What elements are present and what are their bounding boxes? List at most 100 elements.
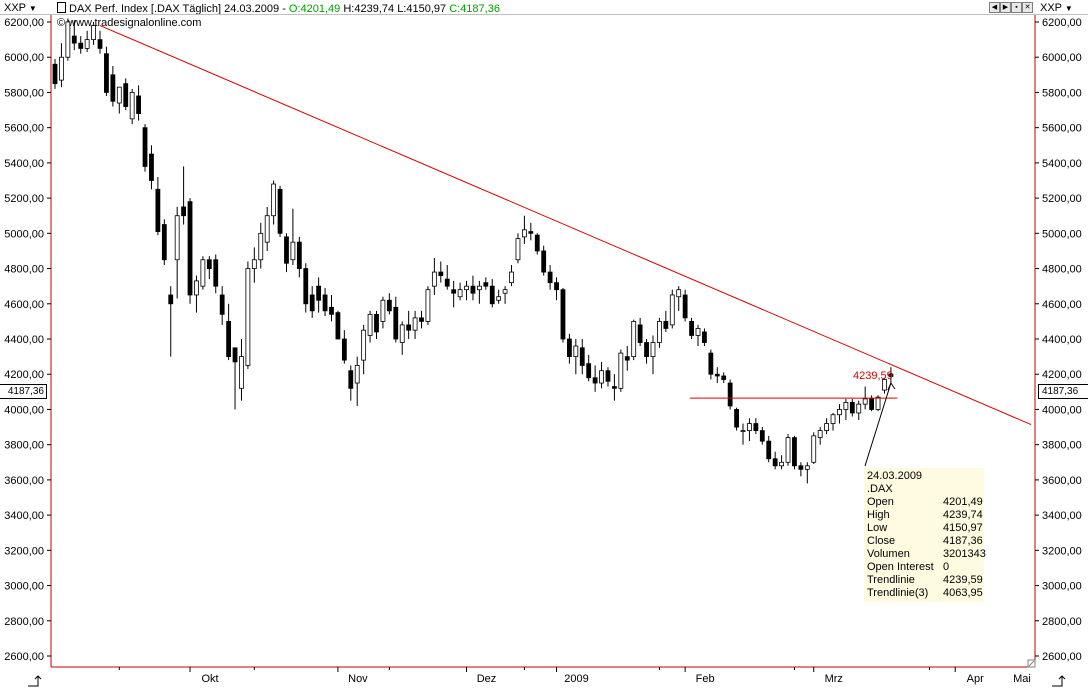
candle [586, 354, 592, 382]
y-tick-label-left: 2800,00 [4, 616, 44, 628]
candle [136, 85, 141, 121]
tooltip-row: Volumen 3201343 [867, 548, 986, 561]
x-tick-label: Mrz [825, 673, 843, 685]
tooltip-value: 4063,95 [943, 587, 983, 599]
candle [766, 435, 772, 463]
tooltip-value: 4150,97 [943, 522, 983, 534]
tooltip-key: Open [867, 496, 894, 508]
candle [772, 451, 778, 470]
y-tick-label-right: 3800,00 [1042, 440, 1082, 452]
symbol-selector-left[interactable]: XXP ▼ [4, 2, 37, 14]
candle [457, 282, 463, 301]
candle [567, 333, 572, 364]
candle [496, 289, 502, 304]
save-icon[interactable]: ▪ [1011, 2, 1022, 13]
candle [528, 222, 534, 241]
y-tick-label-left: 5800,00 [4, 87, 44, 99]
candle [335, 310, 341, 340]
candle [425, 286, 431, 325]
candle [721, 372, 727, 384]
candle [232, 347, 238, 410]
candle [187, 198, 193, 304]
candle [509, 265, 514, 287]
candle [669, 289, 675, 329]
resize-grip-icon[interactable] [1027, 659, 1036, 668]
y-tick-label-right: 5400,00 [1042, 158, 1082, 170]
candle [605, 367, 611, 387]
candle [759, 427, 765, 445]
chart-title-line: DAX Perf. Index [.DAX Täglich] 24.03.200… [57, 2, 500, 15]
candle [708, 349, 714, 380]
y-tick-label-left: 6000,00 [4, 52, 44, 64]
tooltip-value: 4239,59 [943, 574, 983, 586]
candle [521, 215, 527, 244]
candle [316, 277, 322, 313]
x-tick-label: Feb [696, 673, 715, 685]
corner-arrows[interactable] [28, 675, 1066, 687]
candle [843, 398, 849, 421]
y-tick-label-right: 5600,00 [1042, 123, 1082, 135]
candle [71, 20, 77, 51]
tooltip-row: High 4239,74 [867, 509, 983, 522]
chart-symbol-checkbox[interactable] [57, 2, 66, 13]
open-value: O:4201,49 [288, 3, 341, 15]
y-tick-label-left: 2600,00 [4, 651, 44, 663]
candle [284, 233, 289, 273]
tooltip-row: Trendlinie 4239,59 [867, 574, 983, 587]
candle [438, 261, 444, 283]
candle [599, 361, 604, 389]
candle [194, 275, 199, 313]
candle [830, 412, 836, 431]
candle [579, 339, 585, 375]
tooltip-key: High [867, 509, 890, 521]
candle [824, 418, 829, 435]
candle [226, 303, 232, 361]
last-price-tag-left: 4187,36 [0, 384, 47, 399]
candle [676, 286, 682, 311]
symbol-selector-right[interactable]: XXP ▼ [1040, 2, 1073, 14]
candle [78, 36, 84, 54]
dropdown-icon: ▼ [1064, 4, 1073, 13]
candle [702, 328, 707, 347]
symbol-left-label: XXP [4, 2, 26, 14]
dropdown-icon: ▼ [28, 4, 37, 13]
candle [554, 277, 559, 301]
candle [341, 330, 347, 364]
candle [322, 287, 328, 317]
candle [714, 367, 720, 384]
y-tick-label-right: 4800,00 [1042, 264, 1082, 276]
x-tick-label: Apr [967, 673, 984, 685]
scroll-right-button[interactable]: ▶ [1000, 2, 1011, 13]
y-tick-label-right: 3200,00 [1042, 545, 1082, 557]
candle [65, 18, 71, 61]
candle [734, 407, 739, 431]
tooltip-key: Trendlinie(3) [867, 587, 929, 599]
candle [399, 321, 405, 355]
candle [547, 265, 553, 290]
tooltip-key: Low [867, 522, 888, 534]
tooltip-row: Low 4150,97 [867, 522, 983, 535]
y-tick-label-right: 3600,00 [1042, 475, 1082, 487]
candle [419, 310, 424, 329]
candle [219, 286, 225, 325]
candle [631, 319, 637, 361]
candle [560, 287, 566, 343]
tooltip-value: 4201,49 [943, 496, 983, 508]
y-tick-label-left: 3200,00 [4, 545, 44, 557]
candle [695, 324, 701, 347]
candle [258, 222, 264, 269]
y-tick-label-right: 4400,00 [1042, 334, 1082, 346]
candle [682, 289, 688, 322]
candle [245, 261, 251, 369]
candle [451, 280, 457, 308]
close-icon[interactable]: ✕ [1022, 2, 1033, 13]
candle [104, 46, 109, 96]
candle [811, 432, 817, 465]
candle [689, 317, 694, 339]
candle [444, 265, 450, 290]
trendline[interactable] [99, 25, 1032, 425]
candle [277, 185, 283, 237]
candle [110, 66, 116, 107]
scroll-left-button[interactable]: ◀ [989, 2, 1000, 13]
